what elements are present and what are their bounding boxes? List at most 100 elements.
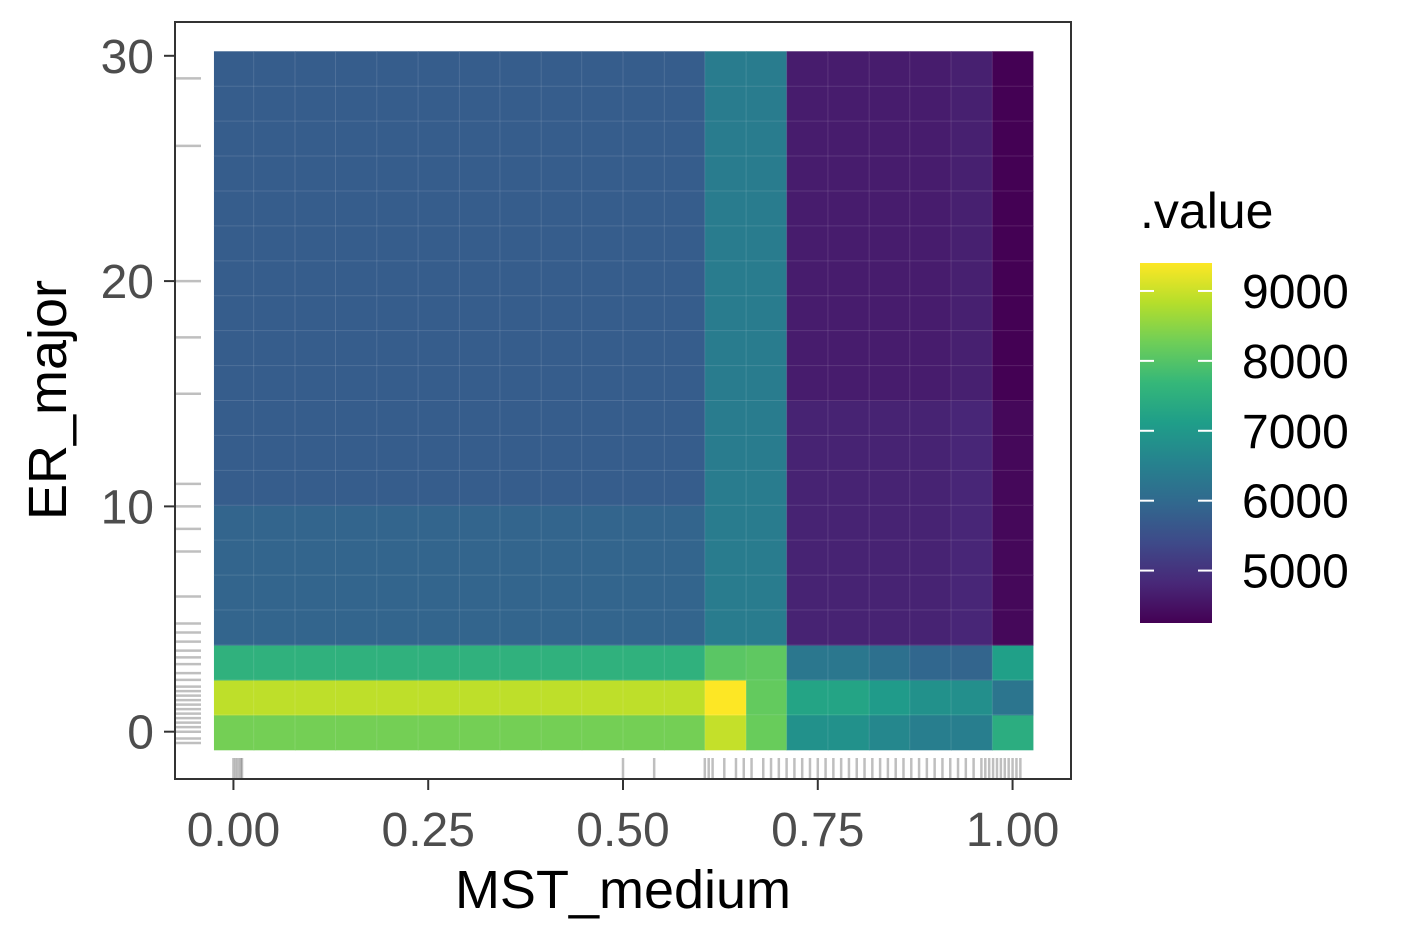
heatmap-tile	[746, 540, 788, 576]
heatmap-tile	[951, 435, 993, 471]
heatmap-tile	[581, 190, 624, 227]
heatmap-tile	[786, 260, 829, 297]
heatmap-tile	[664, 156, 706, 192]
heatmap-tile	[418, 400, 460, 437]
heatmap-tile	[376, 330, 419, 367]
heatmap-tile	[581, 295, 624, 332]
heatmap-tile	[294, 400, 337, 437]
heatmap-tile	[541, 121, 583, 157]
heatmap-tile	[253, 51, 296, 87]
heatmap-tile	[253, 679, 296, 716]
heatmap-tile	[951, 86, 993, 122]
x-axis-title: MST_medium	[455, 860, 791, 920]
heatmap-tile	[418, 156, 460, 192]
heatmap-tile	[623, 470, 665, 506]
heatmap-tile	[213, 679, 255, 716]
heatmap-tile	[992, 470, 1034, 506]
heatmap-tile	[213, 435, 255, 471]
heatmap-tile	[992, 400, 1034, 437]
heatmap-tile	[581, 400, 624, 437]
heatmap-tile	[992, 51, 1034, 87]
heatmap-tile	[704, 156, 747, 192]
heatmap-tile	[909, 156, 952, 192]
heatmap-tile	[541, 86, 583, 122]
heatmap-tile	[253, 714, 296, 751]
heatmap-tile	[786, 575, 829, 611]
heatmap-tile	[786, 644, 829, 681]
heatmap-tile	[992, 225, 1034, 262]
heatmap-tile	[253, 365, 296, 402]
heatmap-tile	[418, 679, 460, 716]
heatmap-tile	[541, 610, 583, 646]
heatmap-tile	[623, 644, 665, 681]
heatmap-tile	[335, 156, 378, 192]
y-axis-title: ER_major	[18, 280, 78, 520]
heatmap-tile	[869, 610, 911, 646]
heatmap-tile	[664, 610, 706, 646]
heatmap-tile	[581, 365, 624, 402]
heatmap-tile	[951, 51, 993, 87]
heatmap-tile	[909, 51, 952, 87]
heatmap-tile	[376, 540, 419, 576]
heatmap-tile	[992, 435, 1034, 471]
heatmap-tile	[459, 435, 501, 471]
heatmap-tile	[459, 505, 501, 541]
heatmap-tile	[376, 575, 419, 611]
heatmap-tile	[746, 400, 788, 437]
heatmap-tile	[459, 679, 501, 716]
heatmap-tile	[459, 51, 501, 87]
heatmap-tile	[664, 400, 706, 437]
heatmap-tile	[704, 400, 747, 437]
heatmap-tile	[294, 121, 337, 157]
heatmap-tile	[869, 679, 911, 716]
legend-label: 7000	[1242, 406, 1349, 459]
heatmap-tile	[581, 610, 624, 646]
heatmap-tile	[213, 365, 255, 402]
heatmap-tile	[418, 610, 460, 646]
heatmap-tile	[581, 121, 624, 157]
heatmap-tile	[213, 156, 255, 192]
legend-label: 6000	[1242, 476, 1349, 529]
heatmap-tile	[623, 365, 665, 402]
heatmap-tile	[213, 470, 255, 506]
heatmap-tile	[664, 86, 706, 122]
y-tick-label: 0	[127, 707, 154, 760]
heatmap-tile	[664, 51, 706, 87]
heatmap-tile	[213, 51, 255, 87]
heatmap-tile	[335, 190, 378, 227]
heatmap-tile	[623, 330, 665, 367]
x-tick-label: 0.25	[382, 804, 475, 857]
heatmap-tile	[704, 714, 747, 751]
heatmap-tile	[253, 156, 296, 192]
heatmap-tile	[951, 260, 993, 297]
heatmap-tile	[541, 330, 583, 367]
heatmap-tile	[827, 610, 870, 646]
heatmap-tile	[499, 330, 542, 367]
heatmap-tile	[459, 714, 501, 751]
heatmap-tile	[951, 330, 993, 367]
heatmap-tile	[541, 714, 583, 751]
heatmap-tile	[869, 225, 911, 262]
heatmap-tile	[335, 435, 378, 471]
heatmap-tile	[869, 714, 911, 751]
heatmap-tile	[541, 51, 583, 87]
heatmap-tile	[294, 575, 337, 611]
heatmap-tile	[909, 365, 952, 402]
y-tick-label: 30	[101, 31, 154, 84]
heatmap-tile	[869, 575, 911, 611]
heatmap-tile	[909, 505, 952, 541]
legend-label: 9000	[1242, 266, 1349, 319]
heatmap-tile	[376, 156, 419, 192]
heatmap-tile	[418, 540, 460, 576]
heatmap-tile	[909, 225, 952, 262]
heatmap-tile	[418, 365, 460, 402]
heatmap-tile	[704, 610, 747, 646]
heatmap-tile	[376, 86, 419, 122]
heatmap-tile	[827, 575, 870, 611]
heatmap-tile	[664, 505, 706, 541]
heatmap-tile	[335, 505, 378, 541]
heatmap-tile	[335, 51, 378, 87]
heatmap-tile	[623, 540, 665, 576]
heatmap-tile	[869, 400, 911, 437]
heatmap-tile	[746, 330, 788, 367]
